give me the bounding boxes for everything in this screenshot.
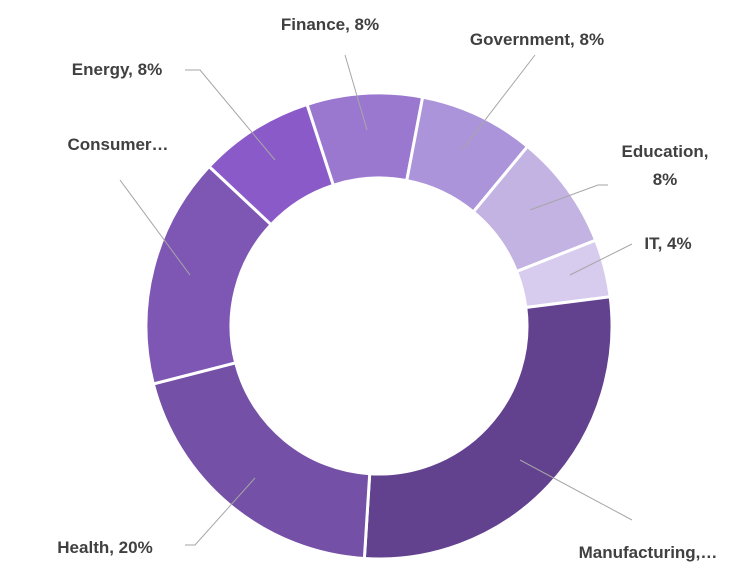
donut-segment <box>362 295 614 561</box>
leader-line <box>344 54 368 131</box>
data-label: Finance, 8% <box>280 15 380 34</box>
data-label: Government, 8% <box>469 30 605 49</box>
leader-line <box>119 179 191 276</box>
data-label: Health, 20% <box>57 538 153 557</box>
donut-segment <box>151 360 372 561</box>
donut-segment <box>207 102 336 227</box>
leader-line <box>185 69 276 161</box>
leader-line <box>519 459 633 521</box>
data-label: IT, 4% <box>644 234 692 253</box>
data-label: Energy, 8% <box>71 60 163 79</box>
leader-line <box>569 243 633 276</box>
leader-line <box>185 477 256 546</box>
data-label: Education, 8% <box>621 142 709 189</box>
leader-line <box>529 184 608 211</box>
data-label: Manufacturing,… <box>578 543 718 562</box>
leader-line <box>461 54 536 151</box>
data-label: Consumer… <box>67 135 169 154</box>
